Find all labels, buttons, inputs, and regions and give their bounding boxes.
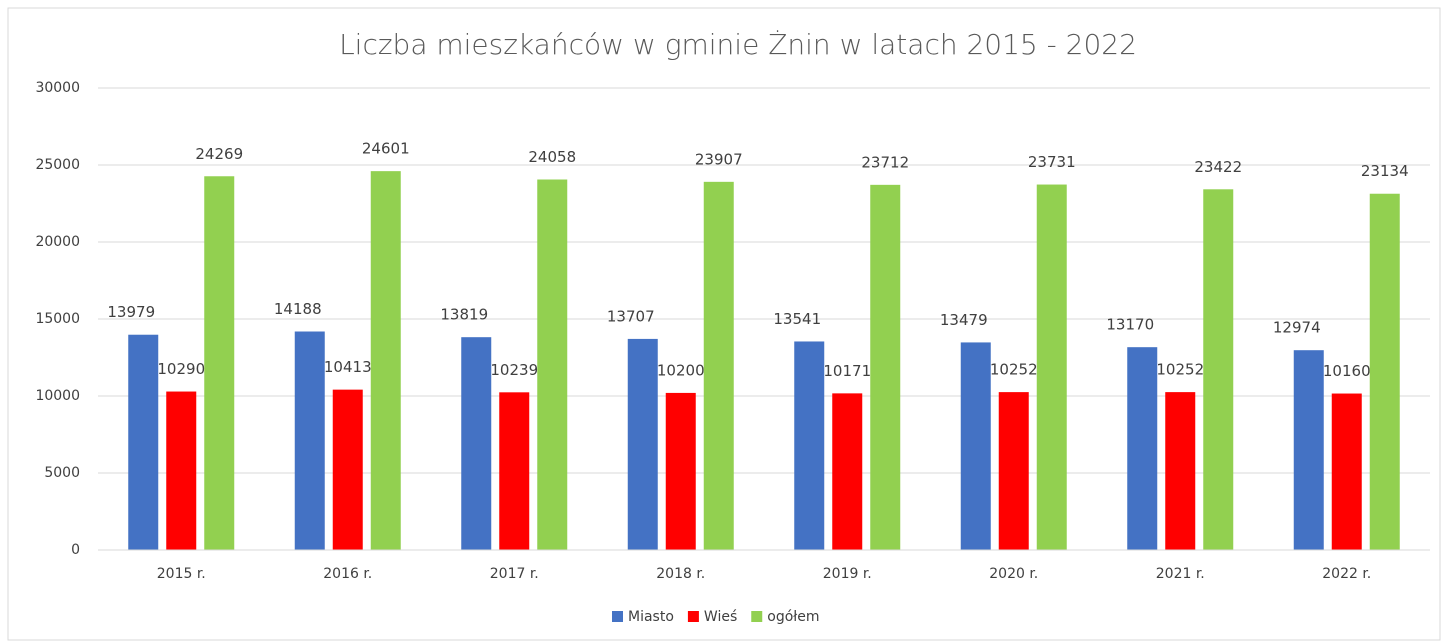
x-tick-label: 2016 r.: [323, 566, 372, 582]
x-tick-label: 2015 r.: [157, 566, 206, 582]
data-label: 12974: [1273, 319, 1321, 337]
bar: [627, 338, 658, 550]
data-label: 13707: [607, 307, 655, 325]
data-label: 10252: [1156, 361, 1204, 379]
bar: [1293, 350, 1324, 550]
data-label: 10200: [657, 361, 705, 379]
data-label: 14188: [274, 300, 322, 318]
bar: [794, 341, 825, 550]
bar: [665, 392, 696, 550]
data-label: 10252: [990, 361, 1038, 379]
bar: [461, 337, 492, 550]
data-label: 23907: [695, 150, 743, 168]
data-label: 13479: [940, 311, 988, 329]
x-tick-label: 2017 r.: [490, 566, 539, 582]
bar: [1127, 347, 1158, 550]
data-label: 24601: [362, 140, 410, 158]
data-label: 23134: [1361, 162, 1409, 180]
legend-label: ogółem: [767, 609, 819, 625]
data-label: 13541: [773, 310, 821, 328]
x-tick-label: 2020 r.: [989, 566, 1038, 582]
data-label: 10160: [1323, 362, 1371, 380]
data-label: 13819: [440, 306, 488, 324]
bar: [537, 179, 568, 550]
bar: [832, 393, 863, 550]
data-label: 13979: [107, 303, 155, 321]
bar: [1203, 189, 1234, 550]
legend-swatch: [751, 611, 763, 622]
x-tick-label: 2019 r.: [823, 566, 872, 582]
bar: [332, 389, 363, 550]
legend-label: Miasto: [628, 609, 674, 625]
data-label: 23422: [1194, 158, 1242, 176]
data-label: 10171: [823, 362, 871, 380]
data-label: 10413: [324, 358, 372, 376]
legend-label: Wieś: [704, 609, 737, 625]
y-tick-label: 15000: [35, 311, 80, 327]
bar: [998, 392, 1029, 550]
chart-title: Liczba mieszkańców w gminie Żnin w latac…: [339, 28, 1137, 61]
bar: [166, 391, 197, 550]
bar: [960, 342, 991, 550]
bar: [1165, 392, 1196, 550]
bar: [128, 334, 159, 550]
y-tick-label: 0: [71, 542, 80, 558]
bar: [370, 171, 401, 551]
data-label: 13170: [1106, 316, 1154, 334]
data-label: 23731: [1028, 153, 1076, 171]
legend-swatch: [612, 611, 623, 622]
y-tick-label: 20000: [35, 234, 80, 250]
bar: [1369, 193, 1400, 551]
bar: [499, 392, 530, 550]
bar: [1331, 393, 1362, 550]
legend-swatch: [687, 611, 699, 622]
data-label: 10239: [490, 361, 538, 379]
data-label: 24269: [195, 145, 243, 163]
bar: [204, 176, 235, 551]
y-tick-label: 30000: [35, 80, 80, 96]
bar: [870, 184, 901, 550]
bar: [703, 181, 734, 550]
data-label: 24058: [528, 148, 576, 166]
x-tick-label: 2021 r.: [1156, 566, 1205, 582]
bar: [1036, 184, 1067, 550]
y-tick-label: 5000: [44, 465, 80, 481]
y-tick-label: 10000: [35, 388, 80, 404]
x-tick-label: 2022 r.: [1322, 566, 1371, 582]
bar: [294, 331, 325, 550]
y-tick-label: 25000: [35, 157, 80, 173]
data-label: 10290: [157, 360, 205, 378]
x-tick-label: 2018 r.: [656, 566, 705, 582]
data-label: 23712: [861, 153, 909, 171]
